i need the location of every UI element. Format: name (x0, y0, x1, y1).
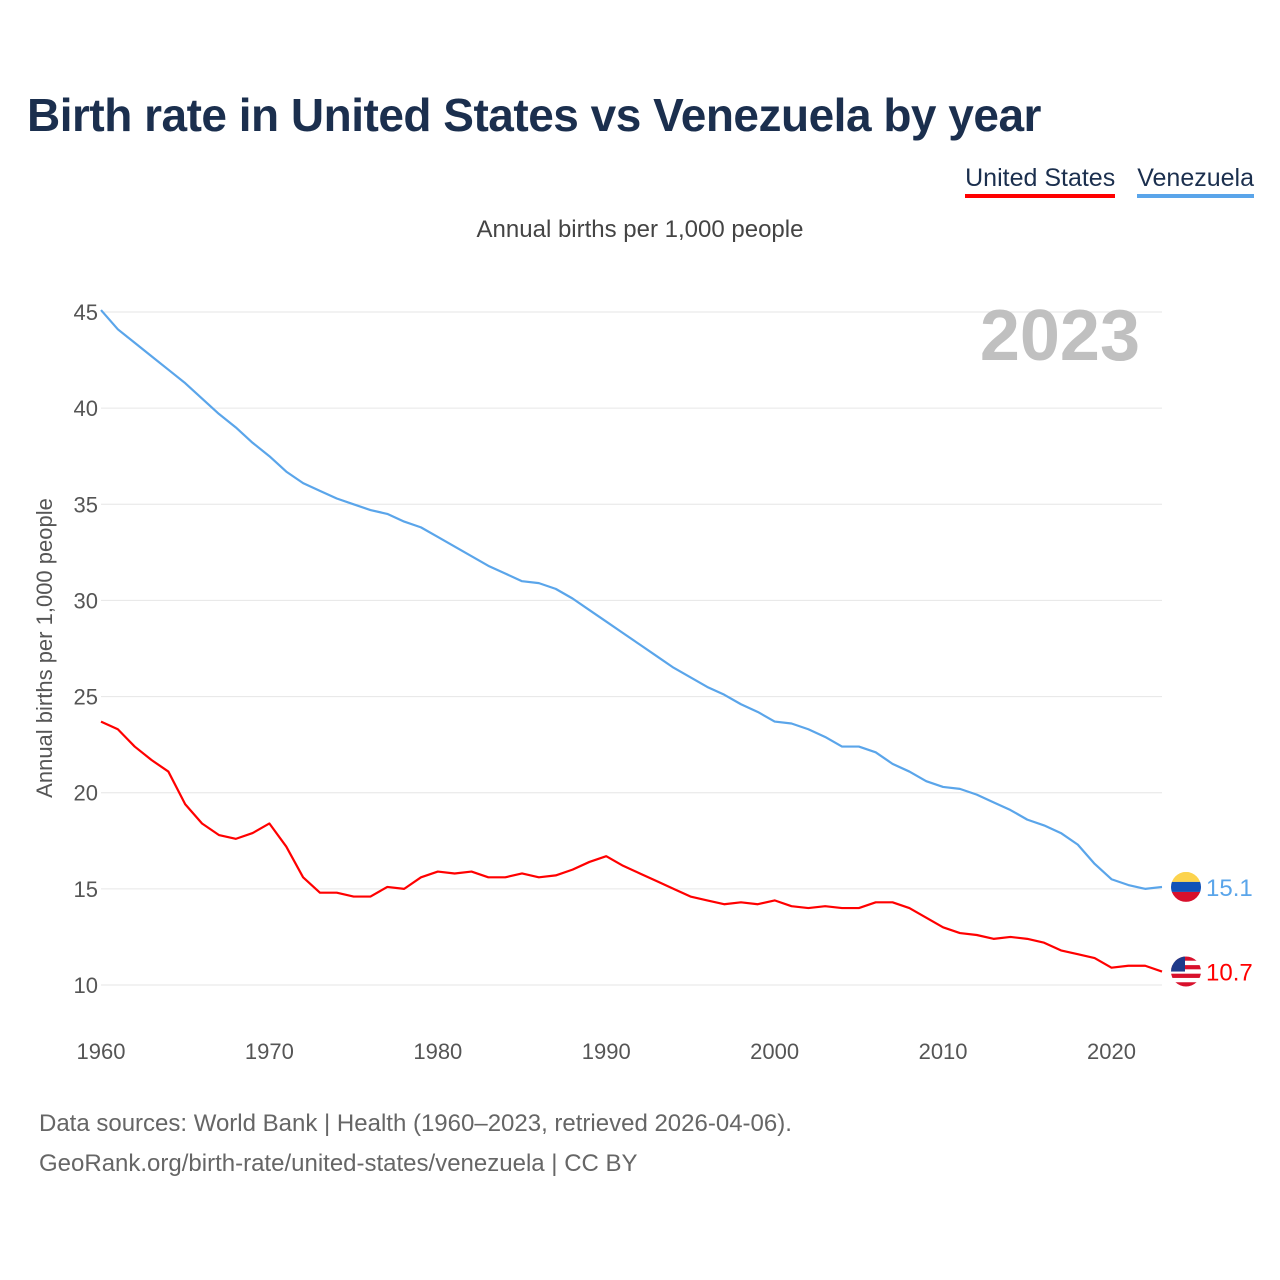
end-value-label-united-states: 10.7 (1206, 960, 1253, 987)
y-tick-label: 40 (74, 396, 98, 421)
x-tick-label: 2010 (919, 1039, 968, 1064)
x-tick-label: 1990 (582, 1039, 631, 1064)
series-line-united-states[interactable] (100, 720, 1163, 973)
x-tick-label: 1970 (245, 1039, 294, 1064)
chart-title: Birth rate in United States vs Venezuela… (27, 89, 1041, 141)
y-tick-label: 20 (74, 781, 98, 806)
x-tick-label: 1980 (413, 1039, 462, 1064)
x-tick-label: 2000 (750, 1039, 799, 1064)
y-axis-label: Annual births per 1,000 people (32, 498, 57, 798)
y-tick-label: 10 (74, 973, 98, 998)
y-tick-label: 35 (74, 492, 98, 517)
legend: United States Venezuela (965, 164, 1254, 198)
legend-item-united-states[interactable]: United States (965, 164, 1116, 198)
source-link[interactable]: GeoRank.org/birth-rate/united-states/ven… (39, 1150, 638, 1177)
x-tick-label: 2020 (1087, 1039, 1136, 1064)
chart-subtitle: Annual births per 1,000 people (476, 216, 804, 243)
y-tick-label: 25 (74, 685, 98, 710)
y-tick-label: 30 (74, 588, 98, 613)
y-tick-label: 15 (74, 877, 98, 902)
footer: Data sources: World Bank | Health (1960–… (39, 1104, 792, 1184)
year-label: 2023 (980, 296, 1140, 376)
end-value-label-venezuela: 15.1 (1206, 875, 1253, 902)
series-line-venezuela[interactable] (100, 309, 1163, 890)
legend-item-venezuela[interactable]: Venezuela (1137, 164, 1254, 198)
y-tick-label: 45 (74, 300, 98, 325)
flag-united-states-icon (1171, 956, 1201, 987)
data-source: Data sources: World Bank | Health (1960–… (39, 1110, 792, 1137)
x-tick-label: 1960 (77, 1039, 126, 1064)
flag-venezuela-icon (1171, 871, 1201, 902)
